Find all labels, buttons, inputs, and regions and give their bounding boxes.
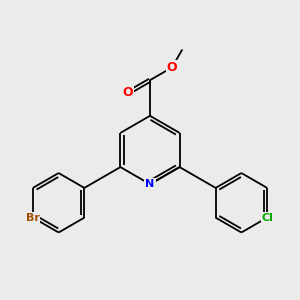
Text: O: O: [167, 61, 177, 74]
Text: Cl: Cl: [261, 213, 273, 223]
Text: O: O: [123, 86, 134, 99]
Text: N: N: [146, 179, 154, 189]
Text: Br: Br: [26, 213, 40, 223]
